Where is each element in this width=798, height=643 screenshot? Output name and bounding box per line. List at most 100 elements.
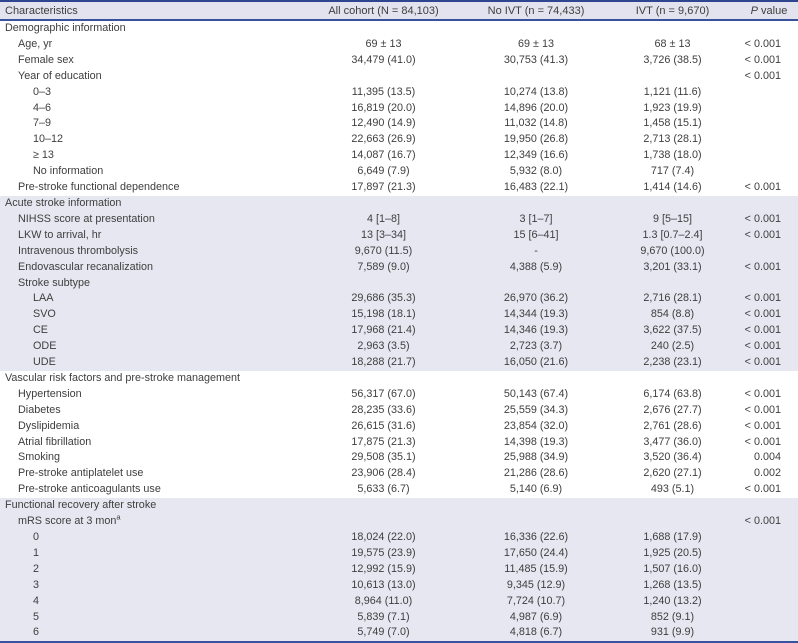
value-cell: [610, 276, 735, 292]
value-cell: 4,388 (5.9): [509, 260, 563, 273]
section-row: Functional recovery after stroke: [0, 498, 798, 515]
row-label: Smoking: [18, 451, 61, 464]
p-value-cell: < 0.001: [744, 340, 781, 353]
row-label: 10–12: [33, 133, 64, 146]
section-label: Vascular risk factors and pre-stroke man…: [5, 371, 241, 384]
column-header-ivt: IVT (n = 9,670): [635, 4, 710, 17]
value-cell: 1,507 (16.0): [643, 562, 702, 575]
table-row: ≥ 13 14,087 (16.7) 12,349 (16.6) 1,738 (18.…: [0, 148, 798, 164]
value-cell: 17,875 (21.3): [351, 435, 416, 448]
value-cell: 493 (5.1): [650, 483, 695, 496]
row-label: Atrial fibrillation: [18, 435, 92, 448]
value-cell: 854 (8.8): [650, 308, 695, 321]
value-cell: 17,968 (21.4): [351, 324, 416, 337]
row-label: 0: [33, 531, 40, 543]
value-cell: 1,458 (15.1): [643, 117, 702, 130]
table-row: Diabetes 28,235 (33.6) 25,559 (34.3) 2,676 …: [0, 403, 798, 419]
value-cell: 1,414 (14.6): [643, 181, 702, 194]
row-label: 4–6: [33, 101, 52, 114]
value-cell: 9 [5–15]: [652, 212, 693, 225]
p-value-cell: [735, 148, 798, 164]
row-label: 7–9: [33, 117, 52, 130]
value-cell: 50,143 (67.4): [503, 387, 569, 400]
value-cell: 6,649 (7.9): [357, 165, 410, 178]
value-cell: 4,818 (6.7): [509, 626, 563, 639]
table-row: Dyslipidemia 26,615 (31.6) 23,854 (32.0) 2,…: [0, 419, 798, 435]
value-cell: 7,589 (9.0): [357, 260, 410, 273]
value-cell: 852 (9.1): [650, 610, 695, 623]
value-cell: 3,726 (38.5): [643, 53, 702, 66]
p-value-cell: [735, 562, 798, 578]
value-cell: [462, 69, 610, 85]
value-cell: 2,761 (28.6): [643, 419, 702, 432]
value-cell: 3,201 (33.1): [643, 260, 702, 273]
table-row: 5 5,839 (7.1) 4,987 (6.9) 852 (9.1): [0, 609, 798, 626]
value-cell: 2,713 (28.1): [643, 133, 702, 146]
section-row: Demographic information: [0, 20, 798, 37]
header-row: Characteristics All cohort (N = 84,103) No…: [0, 1, 798, 20]
value-cell: 717 (7.4): [650, 165, 695, 178]
value-cell: 11,485 (15.9): [504, 562, 568, 575]
p-value-cell: [735, 132, 798, 148]
value-cell: 8,964 (11.0): [354, 594, 413, 607]
value-cell: 10,274 (13.8): [503, 85, 569, 98]
table-row: Pre-stroke antiplatelet use 23,906 (28.4)…: [0, 466, 798, 482]
value-cell: 2,238 (23.1): [643, 356, 702, 369]
value-cell: 9,670 (11.5): [354, 244, 413, 257]
table-row: 0 18,024 (22.0) 16,336 (22.6) 1,688 (17.9): [0, 530, 798, 546]
value-cell: 2,963 (3.5): [357, 340, 410, 353]
row-label: SVO: [33, 308, 56, 321]
section-label: Functional recovery after stroke: [5, 499, 157, 512]
table-row: 4 8,964 (11.0) 7,724 (10.7) 1,240 (13.2): [0, 593, 798, 610]
value-cell: 3 [1–7]: [519, 212, 553, 225]
value-cell: -: [534, 244, 538, 257]
value-cell: 4 [1–8]: [366, 212, 401, 225]
value-cell: 19,575 (23.9): [351, 546, 416, 559]
value-cell: [305, 498, 462, 514]
row-label: Pre-stroke anticoagulants use: [18, 483, 161, 496]
table-row: mRS score at 3 mona < 0.001: [0, 514, 798, 530]
table-row: No information 6,649 (7.9) 5,932 (8.0) 717 …: [0, 164, 798, 180]
value-cell: 29,686 (35.3): [351, 292, 416, 305]
p-value-cell: < 0.001: [744, 515, 781, 528]
p-value-cell: < 0.001: [744, 53, 781, 66]
value-cell: [305, 276, 462, 292]
value-cell: 2,723 (3.7): [509, 340, 563, 353]
value-cell: 1.3 [0.7–2.4]: [642, 228, 703, 241]
table-row: Hypertension 56,317 (67.0) 50,143 (67.4) 6,…: [0, 387, 798, 403]
value-cell: 1,268 (13.5): [643, 578, 702, 591]
p-value-cell: [735, 116, 798, 132]
table-row: 0–3 11,395 (13.5) 10,274 (13.8) 1,121 (11.6…: [0, 85, 798, 101]
p-value-cell: [735, 276, 798, 292]
row-label: Hypertension: [18, 387, 82, 400]
value-cell: 17,650 (24.4): [503, 546, 569, 559]
value-cell: 1,240 (13.2): [643, 594, 702, 607]
p-value-cell: 0.004: [753, 451, 781, 464]
value-cell: 16,483 (22.1): [503, 181, 569, 194]
p-value-cell: [735, 101, 798, 117]
table-row: Age, yr 69 ± 13 69 ± 13 68 ± 13 < 0.001: [0, 37, 798, 53]
value-cell: 16,050 (21.6): [503, 356, 569, 369]
p-value-cell: < 0.001: [744, 181, 781, 194]
value-cell: 23,906 (28.4): [351, 467, 416, 480]
p-value-cell: [735, 85, 798, 101]
column-header-p-value: P value: [750, 4, 788, 17]
value-cell: 26,970 (36.2): [503, 292, 569, 305]
p-value-cell: < 0.001: [744, 419, 781, 432]
value-cell: 12,490 (14.9): [351, 117, 416, 130]
table-row: UDE 18,288 (21.7) 16,050 (21.6) 2,238 (23.1…: [0, 355, 798, 371]
p-value-cell: [735, 20, 798, 37]
value-cell: 34,479 (41.0): [351, 53, 416, 66]
p-value-cell: [735, 371, 798, 387]
value-cell: 25,988 (34.9): [503, 451, 569, 464]
p-value-cell: < 0.001: [744, 212, 781, 225]
column-header-all-cohort: All cohort (N = 84,103): [328, 4, 439, 17]
value-cell: 6,174 (63.8): [643, 387, 702, 400]
table-row: Pre-stroke anticoagulants use 5,633 (6.7)…: [0, 482, 798, 498]
value-cell: 15 [6–41]: [513, 228, 559, 241]
row-label: No information: [33, 165, 104, 178]
value-cell: 1,121 (11.6): [643, 85, 702, 98]
value-cell: 25,559 (34.3): [503, 403, 569, 416]
row-label: ≥ 13: [33, 149, 54, 162]
